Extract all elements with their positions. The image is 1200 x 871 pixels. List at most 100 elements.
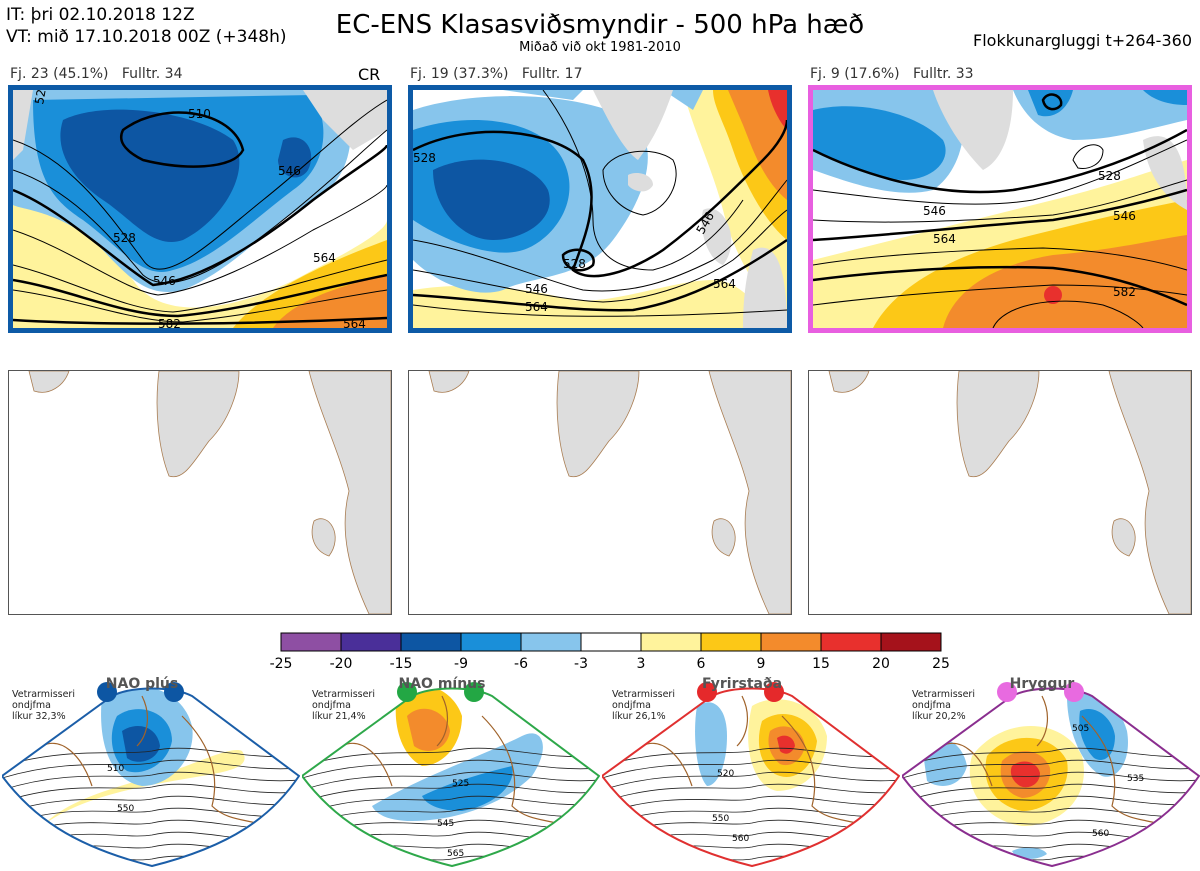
cluster-3-contour-label: 546 — [923, 204, 946, 218]
regime-panel: 505 535 560 Hryggur Vetrarmisseri ondjfma líku… — [902, 676, 1200, 868]
regime-marker-dot — [697, 682, 717, 702]
regime-marker-dot — [997, 682, 1017, 702]
cluster-2-contour-label: 546 — [525, 282, 548, 296]
colorbar-swatch — [460, 632, 522, 652]
empty-map-1 — [8, 370, 392, 615]
regime-contour-label: 510 — [107, 764, 124, 774]
regime-map: 510 550 — [2, 687, 300, 868]
cluster-2-size: Fj. 19 (37.3%) — [410, 66, 509, 82]
colorbar-tick-label: -20 — [329, 656, 353, 672]
colorbar-swatches — [280, 632, 942, 652]
regime-text-line: ondjfma — [12, 700, 51, 711]
cluster-2-contour-label: 528 — [563, 257, 586, 271]
colorbar-swatch — [820, 632, 882, 652]
regime-name: Hryggur — [1009, 676, 1075, 692]
empty-map-3 — [808, 370, 1192, 615]
regime-text-line: ondjfma — [912, 700, 951, 711]
cluster-3-contour-label: 546 — [1113, 209, 1136, 223]
cluster-3-map: 528 546 546 564 582 — [808, 85, 1192, 333]
colorbar-swatch — [700, 632, 762, 652]
regime-panel: 510 550 NAO plús Vetrarmisseri ondjfma líkur … — [2, 676, 300, 868]
classification-window: Flokkunargluggi t+264-360 — [973, 31, 1192, 50]
colorbar — [280, 632, 942, 652]
cluster-1-tag: CR — [358, 65, 381, 84]
regime-probability: Vetrarmisseri ondjfma líkur 26,1% — [612, 689, 675, 722]
regime-contour-label: 560 — [1092, 829, 1109, 839]
regime-text-line: ondjfma — [312, 700, 351, 711]
colorbar-swatch — [520, 632, 582, 652]
regime-marker-dot — [97, 682, 117, 702]
regime-name: Fyrirstaða — [701, 676, 783, 692]
colorbar-tick-label: 9 — [756, 656, 766, 672]
cluster-2-contour-label: 528 — [413, 151, 436, 165]
regime-marker-dot — [764, 682, 784, 702]
cluster-1-contour-label: 528 — [32, 90, 50, 106]
regime-contour-label: 560 — [732, 834, 749, 844]
colorbar-tick-label: 3 — [636, 656, 646, 672]
colorbar-tick-label: 25 — [932, 656, 950, 672]
cluster-1-contour-label: 510 — [188, 107, 211, 121]
colorbar-tick-label: 20 — [872, 656, 890, 672]
cluster-2-contour-label: 564 — [713, 277, 736, 291]
page-title: EC-ENS Klasasviðsmyndir - 500 hPa hæð — [335, 10, 865, 40]
cluster-1-map: 510 528 546 528 564 582 546 564 — [8, 85, 392, 333]
colorbar-tick-label: 6 — [696, 656, 706, 672]
colorbar-swatch — [760, 632, 822, 652]
regime-probability: Vetrarmisseri ondjfma líkur 32,3% — [12, 689, 75, 722]
colorbar-swatch — [280, 632, 342, 652]
regime-contour-label: 565 — [447, 849, 464, 859]
colorbar-tick-label: -25 — [269, 656, 293, 672]
cluster-2-contour-label: 564 — [525, 300, 548, 314]
regime-contour-label: 520 — [717, 769, 734, 779]
regime-text-line: Vetrarmisseri — [312, 689, 375, 700]
cluster-2-label: Fj. 19 (37.3%) Fulltr. 17 — [410, 66, 583, 82]
regime-name: NAO plús — [105, 676, 179, 692]
regime-contour-label: 550 — [117, 804, 134, 814]
regime-marker-dot — [164, 682, 184, 702]
regime-map: 525 545 565 — [302, 687, 600, 868]
colorbar-tick-label: -15 — [389, 656, 413, 672]
regime-marker-dot — [464, 682, 484, 702]
regime-marker-dot — [397, 682, 417, 702]
regime-contour-label: 550 — [712, 814, 729, 824]
cluster-2-rep: Fulltr. 17 — [521, 66, 583, 82]
regime-text-line: líkur 32,3% — [12, 711, 66, 722]
regime-probability: Vetrarmisseri ondjfma líkur 20,2% — [912, 689, 975, 722]
colorbar-tick-label: 15 — [812, 656, 830, 672]
cluster-1-rep: Fulltr. 34 — [121, 66, 183, 82]
cluster-1-contour-label: 582 — [158, 317, 181, 328]
colorbar-swatch — [580, 632, 642, 652]
colorbar-swatch — [880, 632, 942, 652]
cluster-1-size: Fj. 23 (45.1%) — [10, 66, 109, 82]
cluster-3-contour-label: 528 — [1098, 169, 1121, 183]
regime-contour-label: 545 — [437, 819, 454, 829]
cluster-3-rep: Fulltr. 33 — [912, 66, 974, 82]
regime-text-line: Vetrarmisseri — [912, 689, 975, 700]
colorbar-swatch — [340, 632, 402, 652]
cluster-1-contour-label: 546 — [153, 274, 176, 288]
regime-contour-label: 525 — [452, 779, 469, 789]
colorbar-swatch — [640, 632, 702, 652]
regime-text-line: líkur 21,4% — [312, 711, 366, 722]
regime-marker-dot — [1064, 682, 1084, 702]
regime-contour-label: 505 — [1072, 724, 1089, 734]
cluster-1-contour-label: 528 — [113, 231, 136, 245]
regime-text-line: líkur 20,2% — [912, 711, 966, 722]
regime-map: 505 535 560 — [902, 687, 1200, 868]
cluster-3-contour-label: 582 — [1113, 285, 1136, 299]
cluster-3-label: Fj. 9 (17.6%) Fulltr. 33 — [810, 66, 974, 82]
regime-name: NAO mínus — [398, 676, 486, 692]
cluster-3-size: Fj. 9 (17.6%) — [810, 66, 900, 82]
empty-map-2 — [408, 370, 792, 615]
header-info: IT: þri 02.10.2018 12Z VT: mið 17.10.201… — [6, 4, 287, 48]
cluster-1-contour-label: 564 — [343, 317, 366, 328]
colorbar-swatch — [400, 632, 462, 652]
regime-panel: 525 545 565 NAO mínus Vetrarmisseri ondjfma lí… — [302, 676, 600, 868]
colorbar-tick-label: -6 — [514, 656, 528, 672]
regime-probability: Vetrarmisseri ondjfma líkur 21,4% — [312, 689, 375, 722]
page-subtitle: Miðað við okt 1981-2010 — [519, 40, 681, 55]
cluster-3-contour-label: 564 — [933, 232, 956, 246]
issue-time: IT: þri 02.10.2018 12Z — [6, 5, 195, 25]
cluster-2-map: 528 528 546 564 546 564 — [408, 85, 792, 333]
